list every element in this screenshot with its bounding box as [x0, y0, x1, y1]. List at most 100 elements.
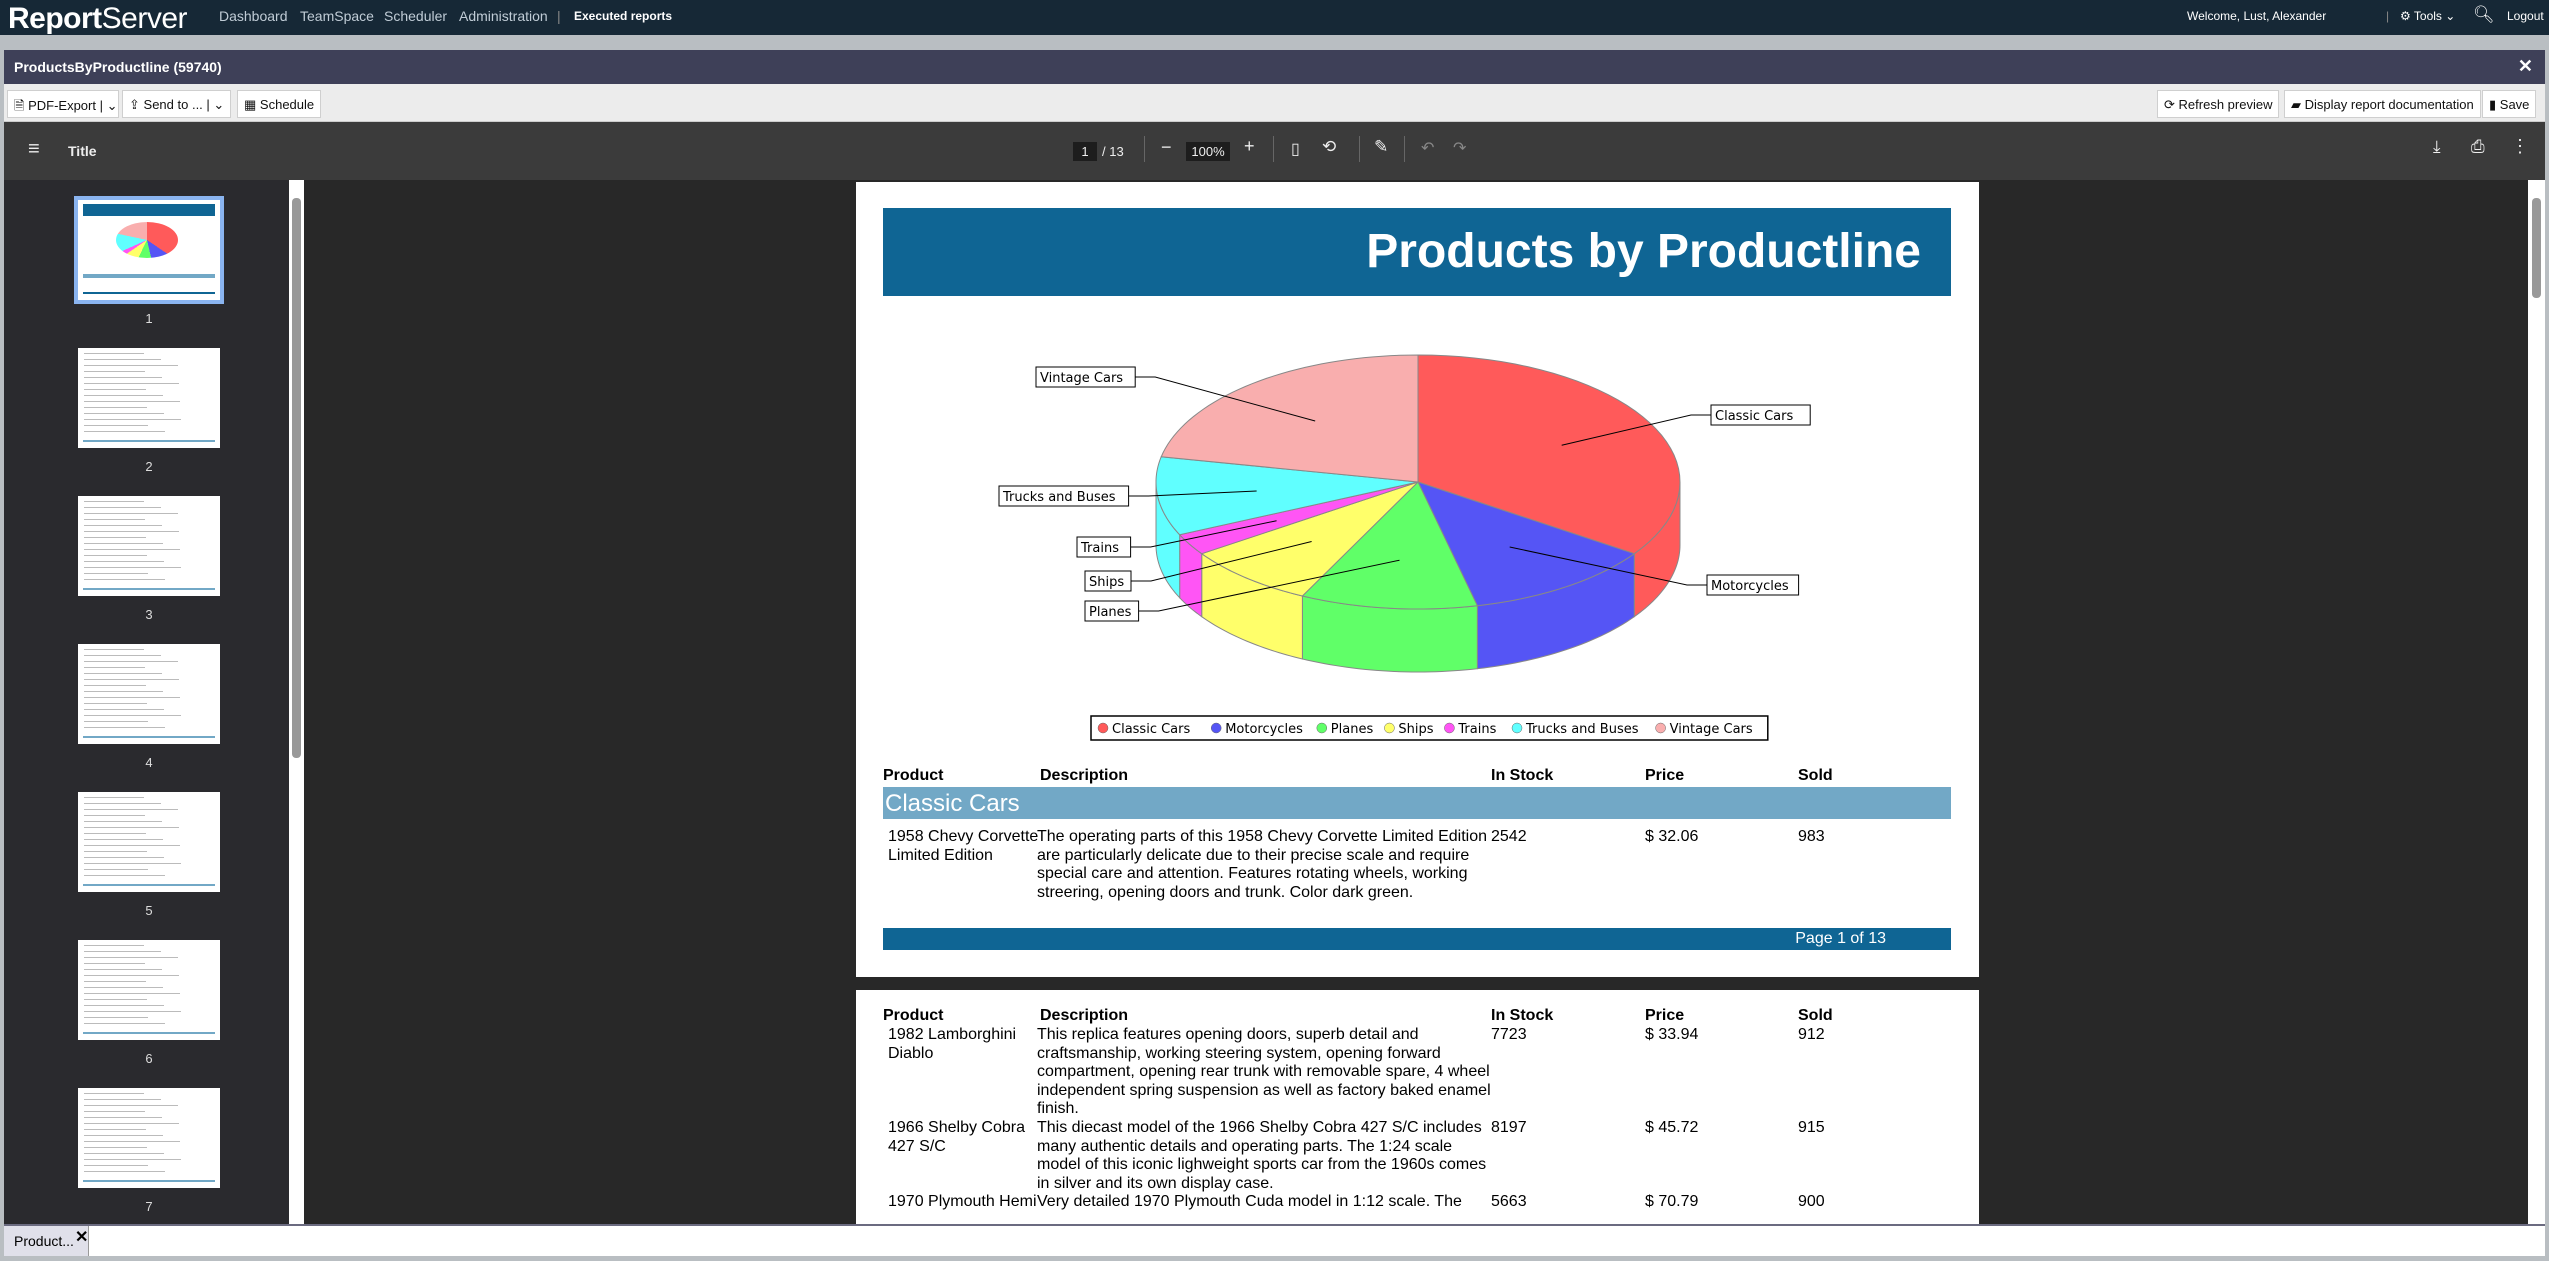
upload-icon: ⇪ — [129, 97, 140, 112]
gear-icon: ⚙ — [2400, 9, 2411, 23]
cell-product: 1982 Lamborghini Diablo — [888, 1026, 1016, 1063]
rotate-icon[interactable]: ⟲ — [1322, 137, 1337, 156]
description-line: Very detailed 1970 Plymouth Cuda model i… — [1037, 1193, 1462, 1211]
thumb-text-line — [84, 691, 163, 692]
legend-label: Trains — [1457, 722, 1496, 737]
undo-icon[interactable]: ↶ — [1421, 140, 1435, 157]
nav-dashboard[interactable]: Dashboard — [219, 8, 288, 24]
data-label-box — [1076, 536, 1132, 558]
thumb-text-line — [84, 573, 148, 574]
cell-price: $ 32.06 — [1645, 828, 1699, 845]
legend-label: Planes — [1331, 722, 1374, 737]
redo-icon[interactable]: ↷ — [1453, 140, 1467, 157]
thumb-text-line — [84, 383, 179, 384]
thumb-text-line — [84, 999, 147, 1000]
label-leader-line — [1135, 376, 1316, 422]
pie-slice-classic-cars — [1417, 354, 1681, 555]
data-label-box — [1084, 600, 1140, 622]
thumb-text-line — [84, 531, 179, 532]
page-footer-text: Page 1 of 13 — [1795, 930, 1886, 947]
report-tab-label: Product... — [14, 1233, 74, 1249]
thumb-text-line — [84, 1005, 164, 1006]
reportserver-logo[interactable]: ReportServer — [8, 2, 188, 35]
zoom-in-icon[interactable]: + — [1244, 136, 1255, 156]
nav-scheduler[interactable]: Scheduler — [384, 8, 448, 24]
legend-marker — [1316, 722, 1328, 734]
thumb-text-line — [84, 401, 180, 402]
thumb-text-line — [84, 377, 162, 378]
chevron-down-icon[interactable]: ⌄ — [213, 97, 225, 112]
cell-price: $ 70.79 — [1645, 1193, 1699, 1211]
tools-menu[interactable]: ⚙ Tools ⌄ — [2400, 9, 2456, 23]
page-thumbnail[interactable] — [78, 940, 220, 1040]
page-thumbnail[interactable] — [78, 1088, 220, 1188]
download-icon[interactable]: ⤓ — [2433, 137, 2441, 156]
description-line: The operating parts of this 1958 Chevy C… — [1037, 828, 1488, 845]
report-page-2: Product Description In Stock Price Sold 1982 … — [856, 990, 1979, 1224]
close-tab-icon[interactable]: ✕ — [75, 1229, 89, 1246]
description-line: independent spring suspension as well as… — [1037, 1081, 1491, 1099]
refresh-preview-button[interactable]: ⟳ Refresh preview — [2157, 90, 2280, 118]
refresh-icon: ⟳ — [2164, 97, 2175, 112]
viewer-scrollbar-thumb[interactable] — [2532, 198, 2541, 298]
thumb-text-line — [84, 1147, 147, 1148]
print-icon[interactable]: ⎙ — [2471, 137, 2485, 156]
zoom-input[interactable]: 100% — [1186, 142, 1230, 161]
divider — [1359, 136, 1360, 162]
description-line: compartment, opening rear trunk with rem… — [1037, 1063, 1490, 1081]
thumb-text-line — [84, 673, 162, 674]
page-thumbnail[interactable] — [78, 792, 220, 892]
sidebar-scrollbar-thumb[interactable] — [292, 198, 301, 758]
page-thumbnail[interactable] — [74, 196, 224, 304]
thumb-text-line — [84, 1099, 161, 1100]
save-button[interactable]: ▮ Save — [2482, 90, 2537, 118]
sidebar-scrollbar[interactable] — [289, 180, 304, 1224]
zoom-out-icon[interactable]: − — [1161, 137, 1172, 157]
description-line: many authentic details and operating par… — [1037, 1137, 1453, 1155]
nav-teamspace[interactable]: TeamSpace — [300, 8, 374, 24]
thumb-text-line — [84, 561, 164, 562]
search-icon[interactable]: 🔍︎ — [2473, 5, 2495, 24]
thumb-text-line — [84, 685, 146, 686]
column-header: Product — [883, 1007, 944, 1024]
nav-administration[interactable]: Administration — [459, 8, 548, 24]
legend-marker — [1384, 722, 1395, 734]
draw-icon[interactable]: ✎ — [1374, 137, 1389, 156]
thumb-text-line — [84, 1111, 145, 1112]
data-label: Trucks and Buses — [1002, 490, 1116, 505]
description-line: streering, opening doors and trunk. Colo… — [1037, 883, 1414, 901]
report-tab[interactable]: Product... ✕ — [4, 1226, 89, 1256]
sidebar-toggle-icon[interactable]: ≡ — [28, 138, 40, 160]
pie-slice-ships — [1200, 481, 1419, 597]
report-title-band: Products by Productline — [883, 208, 1951, 296]
thumb-text-line — [84, 555, 147, 556]
thumb-text-line — [84, 951, 161, 952]
display-documentation-button[interactable]: ▰ Display report documentation — [2284, 90, 2481, 118]
more-options-icon[interactable]: ⋮ — [2511, 136, 2529, 156]
thumb-footer — [83, 736, 215, 738]
thumb-text-line — [84, 519, 145, 520]
page-thumbnail[interactable] — [78, 348, 220, 448]
nav-executed-reports[interactable]: Executed reports — [574, 9, 673, 23]
viewer-scrollbar[interactable] — [2528, 180, 2545, 1224]
page-fit-icon[interactable]: ▯ — [1291, 141, 1300, 158]
thumb-text-line — [84, 851, 147, 852]
product-line: Diablo — [888, 1044, 934, 1062]
report-window-titlebar: ProductsByProductline (59740) ✕ — [4, 50, 2545, 84]
schedule-button[interactable]: ▦ Schedule — [237, 90, 322, 118]
page-thumbnail[interactable] — [78, 496, 220, 596]
page-number-input[interactable]: 1 — [1073, 142, 1097, 161]
close-icon[interactable]: ✕ — [2517, 56, 2533, 76]
label-leader-line — [1138, 559, 1400, 612]
logout-link[interactable]: Logout — [2507, 9, 2544, 23]
pdf-export-button[interactable]: 🗎 PDF-Export | ⌄ — [7, 90, 119, 118]
document-title: Title — [68, 143, 97, 159]
page-thumbnail[interactable] — [78, 644, 220, 744]
cell-in-stock: 5663 — [1491, 1193, 1527, 1211]
chevron-down-icon[interactable]: ⌄ — [106, 98, 118, 113]
send-to-button[interactable]: ⇪ Send to ... | ⌄ — [122, 90, 232, 118]
thumb-text-line — [84, 431, 165, 432]
data-label-box — [1084, 570, 1132, 592]
thumb-footer — [83, 1180, 215, 1182]
legend-label: Trucks and Buses — [1525, 722, 1639, 737]
